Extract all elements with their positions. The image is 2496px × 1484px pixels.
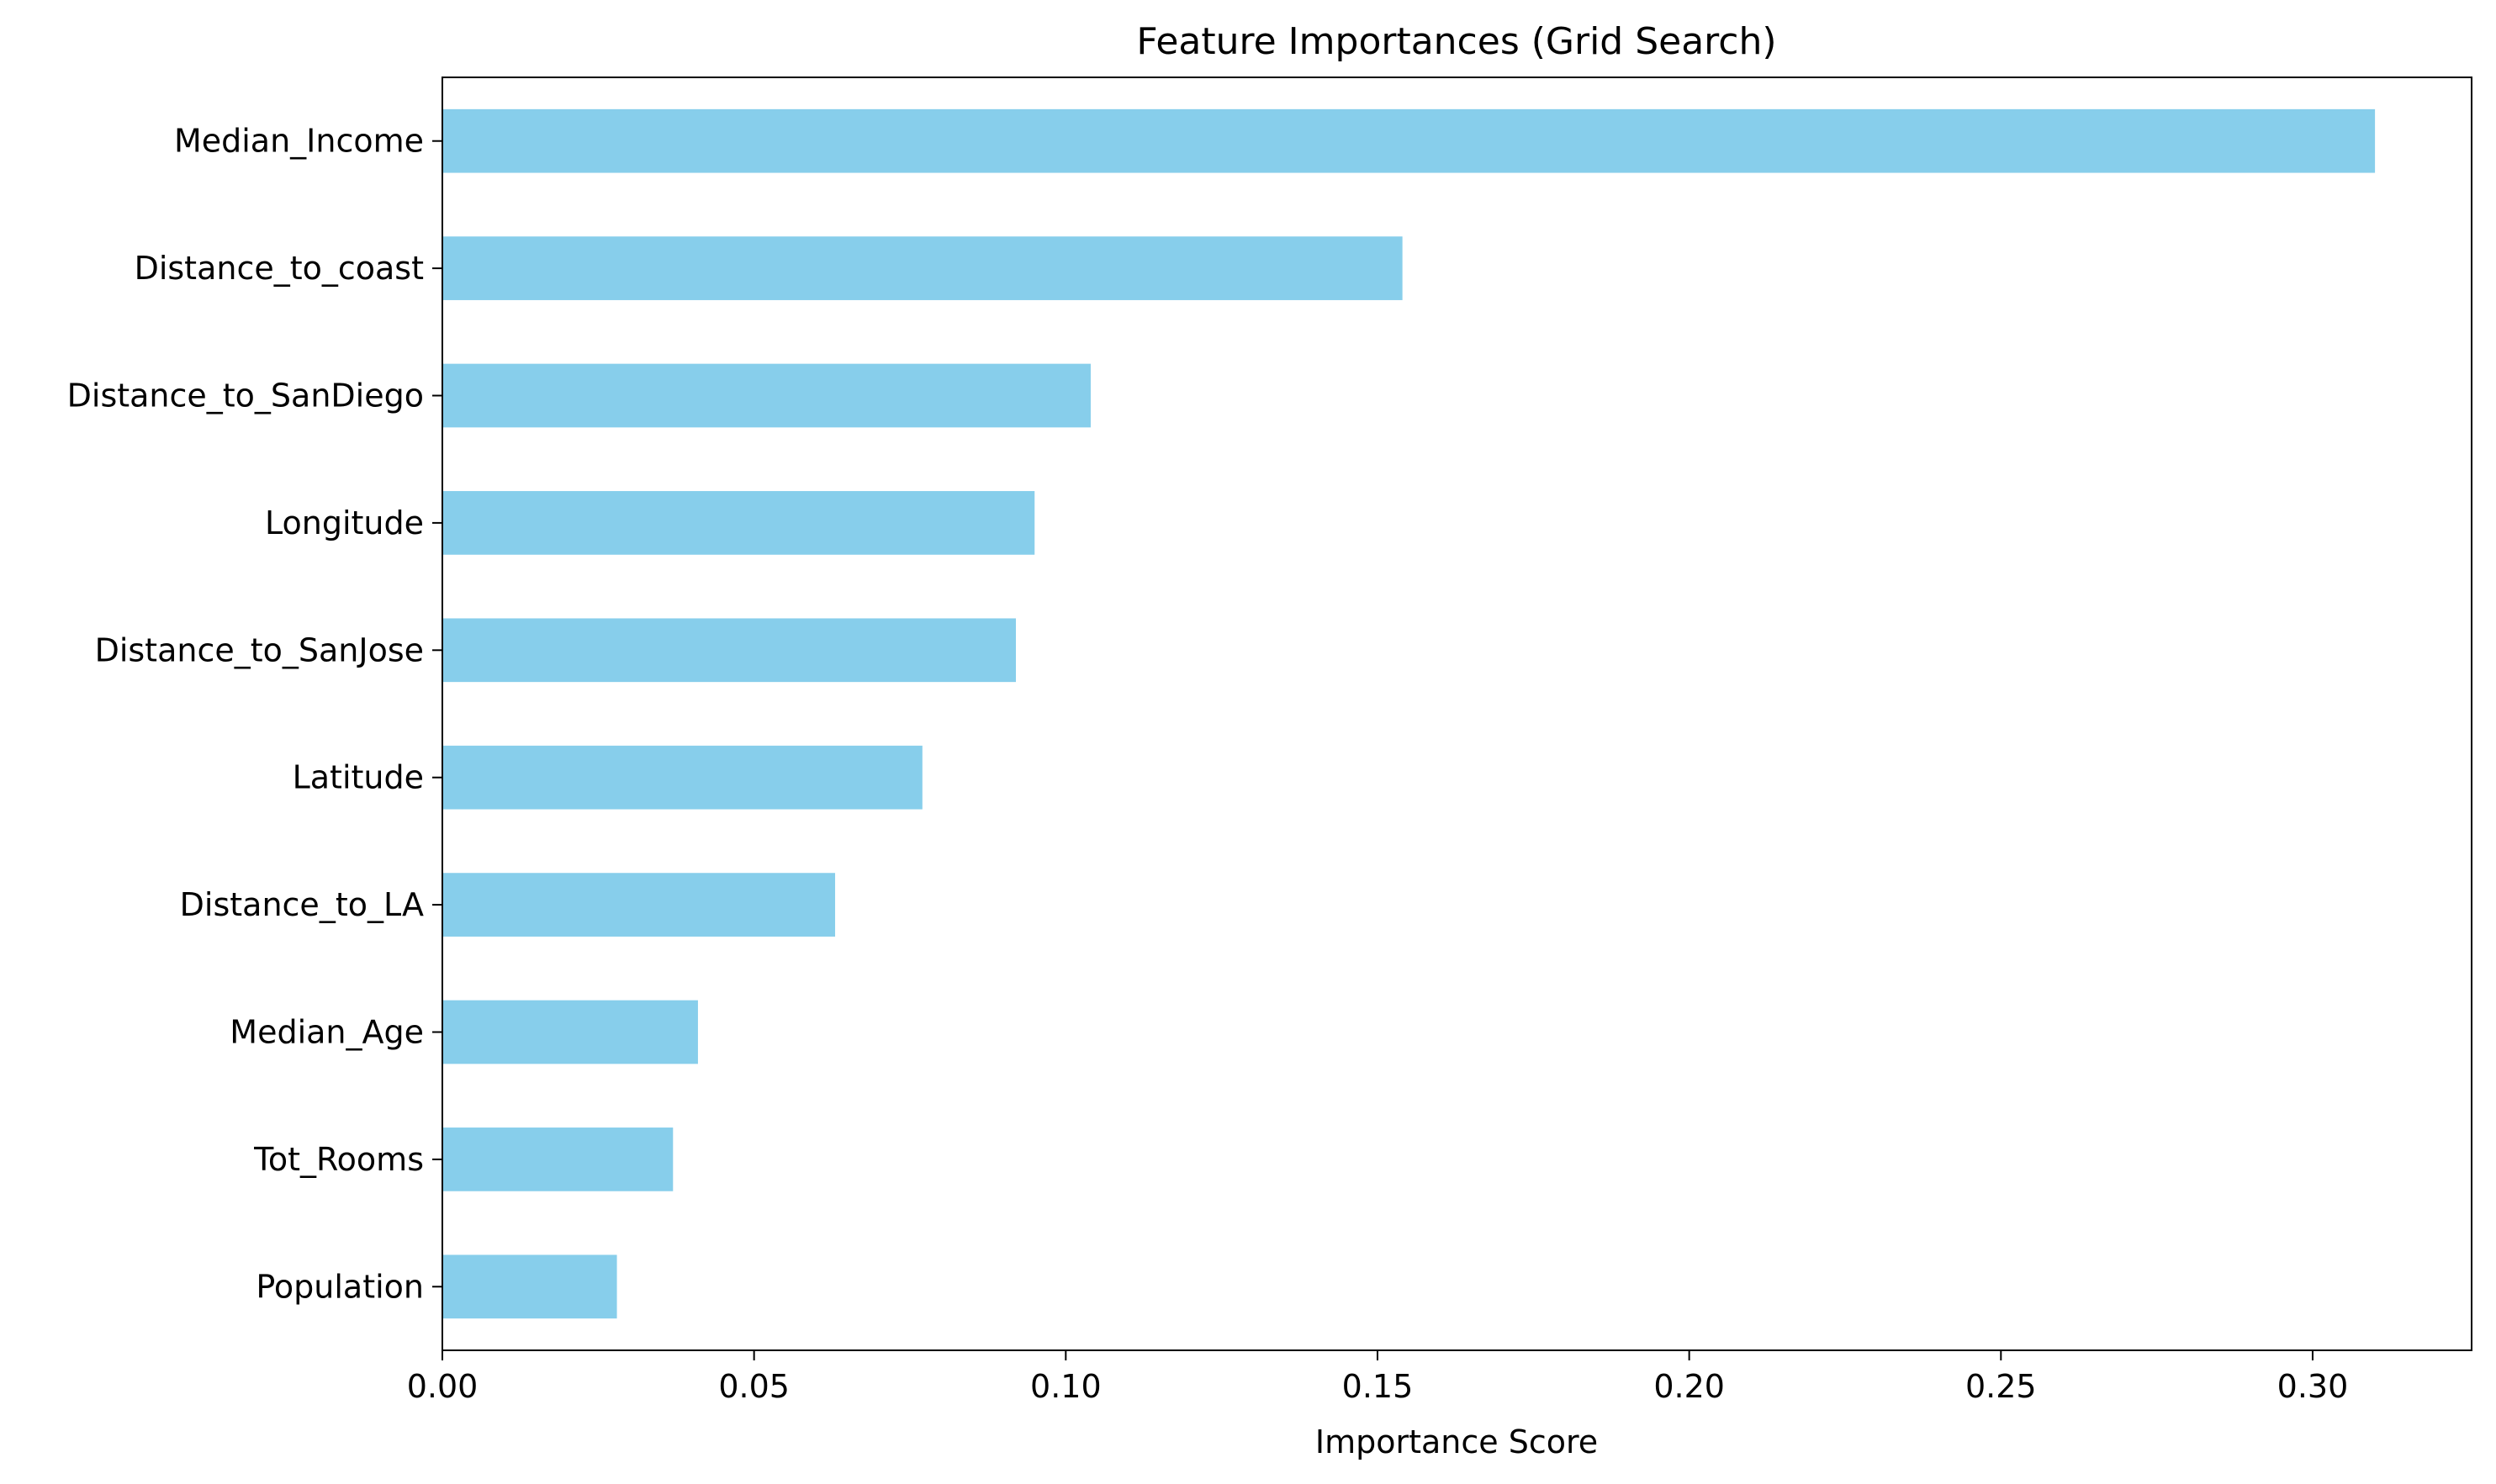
bar-distance-to-coast xyxy=(442,236,1403,300)
y-tick-label: Tot_Rooms xyxy=(253,1141,424,1178)
x-tick-label: 0.10 xyxy=(1030,1368,1102,1405)
bar-tot-rooms xyxy=(442,1128,674,1191)
bar-distance-to-sanjose xyxy=(442,618,1017,683)
y-tick-label: Longitude xyxy=(265,504,424,541)
x-tick-label: 0.00 xyxy=(407,1368,479,1405)
chart-title: Feature Importances (Grid Search) xyxy=(1136,20,1776,63)
x-tick-label: 0.05 xyxy=(718,1368,790,1405)
y-tick-label: Distance_to_SanJose xyxy=(95,631,424,668)
bar-distance-to-sandiego xyxy=(442,363,1091,428)
x-tick-label: 0.20 xyxy=(1653,1368,1725,1405)
x-tick-label: 0.15 xyxy=(1342,1368,1414,1405)
y-tick-label: Distance_to_LA xyxy=(180,886,424,923)
y-axis: Median_Income Distance_to_coast Distance_t… xyxy=(67,123,442,1305)
bars-layer xyxy=(442,108,2376,1319)
plot-frame xyxy=(442,77,2472,1351)
y-tick-label: Median_Income xyxy=(174,123,424,160)
x-axis: 0.00 0.05 0.10 0.15 0.20 0.25 0.30 xyxy=(407,1350,2349,1405)
bar-median-age xyxy=(442,1000,698,1064)
bar-distance-to-la xyxy=(442,873,836,937)
bar-population xyxy=(442,1254,617,1319)
x-tick-label: 0.25 xyxy=(1965,1368,2037,1405)
bar-latitude xyxy=(442,745,923,810)
bar-median-income xyxy=(442,108,2376,173)
y-tick-label: Latitude xyxy=(293,759,424,796)
y-tick-label: Population xyxy=(256,1268,424,1305)
x-tick-label: 0.30 xyxy=(2277,1368,2349,1405)
y-tick-label: Distance_to_SanDiego xyxy=(67,378,424,415)
bar-longitude xyxy=(442,491,1035,555)
y-tick-label: Distance_to_coast xyxy=(135,250,424,287)
x-axis-label: Importance Score xyxy=(1315,1423,1598,1460)
y-tick-label: Median_Age xyxy=(230,1014,424,1051)
